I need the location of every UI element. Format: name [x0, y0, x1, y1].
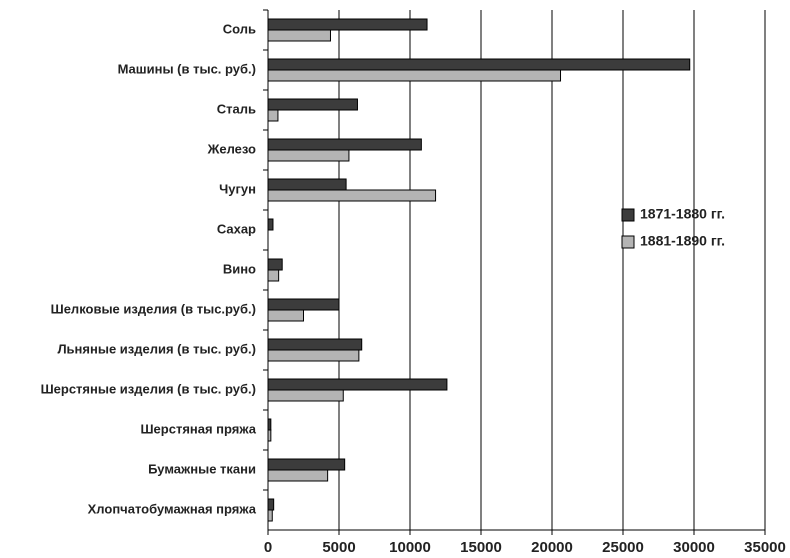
bar — [267, 349, 360, 362]
bar — [267, 109, 279, 122]
bar — [267, 509, 273, 522]
y-tick-label: Льняные изделия (в тыс. руб.) — [57, 341, 256, 356]
bar — [267, 178, 347, 191]
x-tick-label: 10000 — [389, 539, 431, 556]
bar — [267, 469, 329, 482]
y-tick-label: Шерстяная пряжа — [140, 421, 256, 436]
bar — [267, 458, 346, 471]
bar — [267, 138, 422, 151]
y-tick-label: Чугун — [219, 181, 256, 196]
bar — [267, 189, 437, 202]
y-tick-label: Шерстяные изделия (в тыс. руб.) — [41, 381, 256, 396]
y-tick-label: Вино — [223, 261, 256, 276]
y-tick-label: Шелковые изделия (в тыс.руб.) — [51, 301, 256, 316]
y-tick-label: Хлопчатобумажная пряжа — [88, 501, 257, 516]
y-tick-label: Сталь — [217, 101, 256, 116]
bar — [267, 389, 344, 402]
bar — [267, 149, 350, 162]
bar — [267, 258, 283, 271]
legend-swatch — [621, 235, 635, 249]
legend-label: 1881-1890 гг. — [640, 233, 725, 249]
x-tick-label: 0 — [264, 539, 272, 556]
bar — [267, 58, 691, 71]
x-tick-label: 30000 — [673, 539, 715, 556]
bar — [267, 418, 272, 431]
x-tick-label: 35000 — [744, 539, 786, 556]
bar — [267, 498, 275, 511]
legend-swatch — [621, 208, 635, 222]
y-tick-label: Машины (в тыс. руб.) — [118, 61, 256, 76]
bar — [267, 29, 331, 42]
bar — [267, 429, 272, 442]
y-tick-label: Железо — [207, 141, 256, 156]
bar — [267, 69, 562, 82]
bar — [267, 309, 304, 322]
y-tick-label: Бумажные ткани — [148, 461, 256, 476]
bar — [267, 98, 358, 111]
x-tick-label: 15000 — [460, 539, 502, 556]
bar — [267, 378, 448, 391]
y-tick-label: Соль — [223, 21, 256, 36]
y-tick-label: Сахар — [217, 221, 256, 236]
x-tick-label: 25000 — [602, 539, 644, 556]
x-tick-label: 5000 — [322, 539, 355, 556]
bar — [267, 338, 363, 351]
bar — [267, 298, 340, 311]
legend-label: 1871-1880 гг. — [640, 206, 725, 222]
bar — [267, 18, 428, 31]
bar — [267, 269, 280, 282]
x-tick-label: 20000 — [531, 539, 573, 556]
bar — [267, 218, 274, 231]
